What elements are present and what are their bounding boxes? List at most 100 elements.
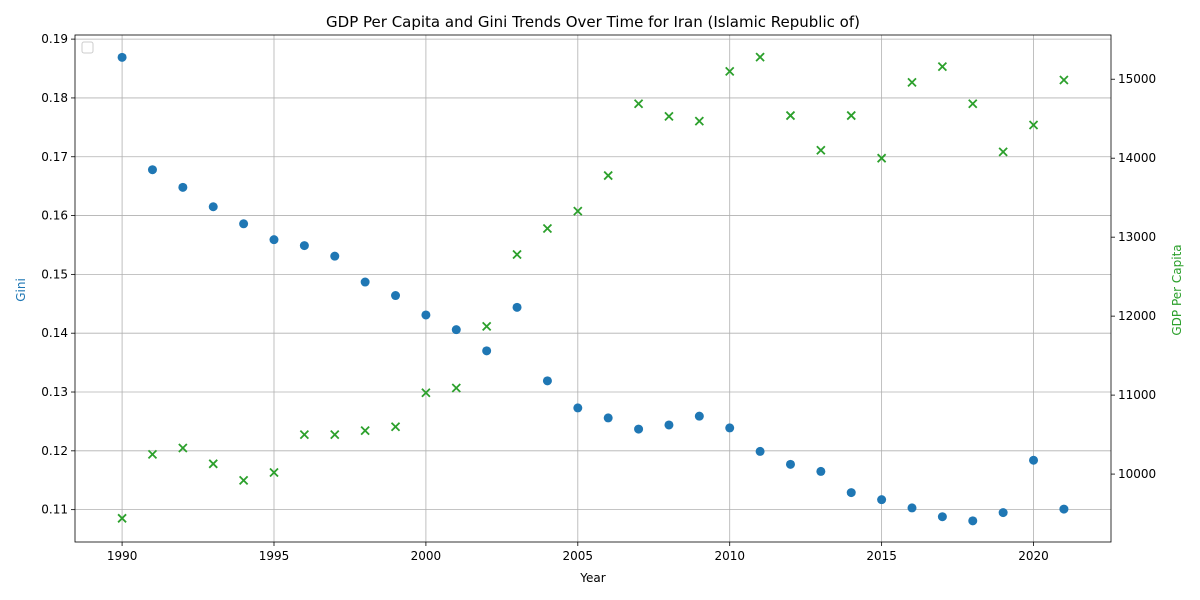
left-y-axis-label: Gini [14,278,28,302]
gdp-point-stroke [573,206,583,216]
right-y-tick-label: 10000 [1118,467,1156,481]
left-y-axis-ticks: 0.11 0.12 0.13 0.14 0.15 0.16 0.17 0.18 0.19 [41,32,75,517]
gdp-point-stroke [330,429,340,440]
gdp-point-stroke [664,111,674,121]
gini-point [603,413,613,423]
right-y-axis-ticks: 10000 11000 12000 13000 14000 15000 [1111,72,1156,481]
x-tick-label: 1995 [259,549,290,563]
gini-point [391,291,401,301]
gdp-point-stroke [542,223,553,234]
gdp-point-stroke [390,422,401,432]
gdp-point-stroke [178,443,188,453]
gdp-point [907,77,917,88]
gini-point [1029,455,1039,465]
gdp-point-stroke [1028,120,1039,130]
gdp-point [603,170,613,181]
gdp-point [755,52,765,62]
gdp-point [1028,120,1039,130]
left-y-tick-label: 0.16 [41,209,68,223]
gdp-point-stroke [117,513,127,523]
gdp-point-stroke [998,147,1008,157]
gini-point [816,466,826,476]
gdp-point-stroke [512,249,522,260]
gdp-point-stroke [299,429,310,440]
grid [75,35,1111,542]
right-y-tick-label: 12000 [1118,309,1156,323]
left-y-tick-label: 0.13 [41,385,68,399]
gini-point [542,376,552,386]
x-axis-label: Year [579,571,605,585]
plot-frame [74,34,1112,543]
x-tick-label: 2005 [563,549,594,563]
gini-point [239,219,249,229]
left-y-tick-label: 0.11 [41,503,68,517]
x-tick-label: 2010 [714,549,745,563]
gini-point [968,516,978,526]
gini-point [634,424,644,434]
x-tick-label: 1990 [107,549,138,563]
gini-point [482,346,492,356]
gdp-point [542,223,553,234]
gdp-point-stroke [846,110,856,121]
gdp-point [998,147,1008,157]
gini-point [269,235,279,245]
gdp-point [269,467,279,478]
gdp-point [360,426,370,436]
chart-title: GDP Per Capita and Gini Trends Over Time… [326,13,860,31]
gdp-point-stroke [360,426,370,436]
gdp-point [694,116,704,126]
gdp-point-stroke [603,170,613,181]
gdp-point-stroke [968,99,978,109]
plot-border [74,34,1112,543]
gdp-point-stroke [725,66,735,76]
gdp-point-stroke [907,77,917,88]
gdp-point [968,99,978,109]
left-y-tick-label: 0.12 [41,444,68,458]
x-axis-ticks: 1990 1995 2000 2005 2010 2015 2020 [107,542,1049,563]
gini-point [208,202,218,212]
left-y-tick-label: 0.17 [41,150,68,164]
gdp-point [573,206,583,216]
gdp-point-stroke [421,388,431,398]
gdp-point-stroke [238,475,249,486]
gini-point [907,503,917,513]
gdp-point-stroke [785,110,796,121]
gdp-point [421,388,431,398]
right-y-tick-label: 14000 [1118,151,1156,165]
gini-point [998,508,1008,518]
gini-point [421,310,431,320]
gdp-point [1059,75,1069,85]
gini-point [725,423,735,433]
x-tick-label: 2020 [1018,549,1049,563]
gdp-point [785,110,796,121]
x-tick-label: 2015 [866,549,897,563]
gini-point [785,459,795,469]
gini-point [937,512,947,522]
gdp-point [846,110,856,121]
gdp-point [937,61,948,72]
legend-box [81,41,94,54]
gdp-point-stroke [1059,75,1069,85]
gdp-point-stroke [694,116,704,126]
gini-point [147,165,157,175]
gdp-point-stroke [269,467,279,478]
gdp-point [482,321,492,332]
gdp-point [299,429,310,440]
gdp-point-stroke [633,99,644,109]
gini-point [877,495,887,505]
gdp-point [178,443,188,453]
gdp-point [390,422,401,432]
gdp-point [117,513,127,523]
right-y-tick-label: 13000 [1118,230,1156,244]
gdp-point [147,449,158,459]
gdp-point [633,99,644,109]
gini-point [512,302,522,312]
gdp-point [664,111,674,121]
gdp-point [330,429,340,440]
gdp-point-stroke [876,153,887,163]
left-y-tick-label: 0.14 [41,326,68,340]
gdp-point-stroke [451,383,461,393]
gini-point [360,277,370,287]
